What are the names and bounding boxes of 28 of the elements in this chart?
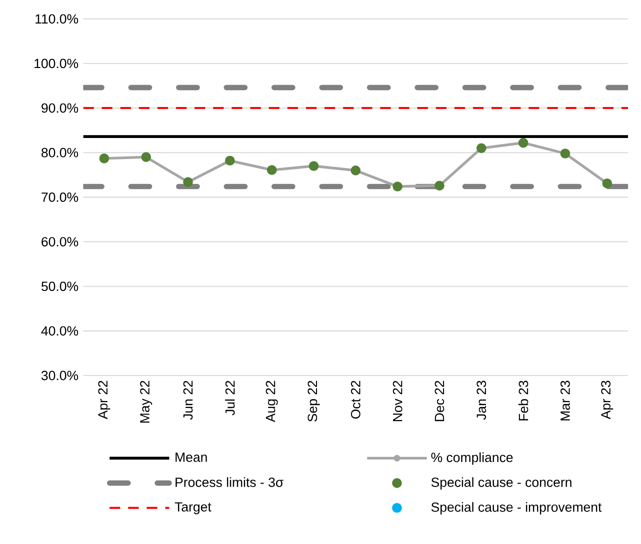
y-tick-label: 50.0%	[41, 282, 78, 292]
y-tick-label: 30.0%	[41, 370, 78, 380]
y-tick-label: 70.0%	[42, 192, 78, 202]
legend-label: % compliance	[431, 452, 513, 465]
y-tick-label: 80.0%	[42, 148, 78, 158]
legend-label: Special cause - concern	[431, 477, 572, 490]
x-tick-label: Jun 22	[183, 380, 193, 420]
legend-label: Special cause - improvement	[431, 502, 602, 514]
x-tick-label: Jul 22	[225, 380, 235, 416]
y-tick-label: 60.0%	[42, 237, 78, 247]
x-tick-label: Aug 22	[266, 380, 278, 422]
x-tick-label: Feb 23	[518, 380, 528, 420]
legend-label: Mean	[176, 452, 207, 462]
y-tick-label: 90.0%	[42, 103, 78, 113]
legend-label: Target	[174, 502, 212, 514]
y-tick-label: 100.0%	[34, 58, 78, 68]
x-tick-label: Mar 23	[560, 380, 570, 420]
legend-label: Process limits - 3σ	[176, 477, 284, 488]
y-tick-label: 40.0%	[41, 326, 78, 336]
x-tick-label: Nov 22	[392, 380, 402, 422]
x-tick-label: May 22	[140, 380, 152, 423]
y-tick-label: 110.0%	[36, 14, 78, 24]
x-tick-label: Oct 22	[350, 380, 360, 419]
x-tick-label: Sep 22	[308, 380, 320, 422]
x-tick-label: Jan 23	[476, 380, 486, 420]
x-tick-label: Dec 22	[434, 380, 444, 422]
x-tick-label: Apr 23	[601, 380, 614, 420]
x-tick-label: Apr 22	[98, 380, 110, 420]
